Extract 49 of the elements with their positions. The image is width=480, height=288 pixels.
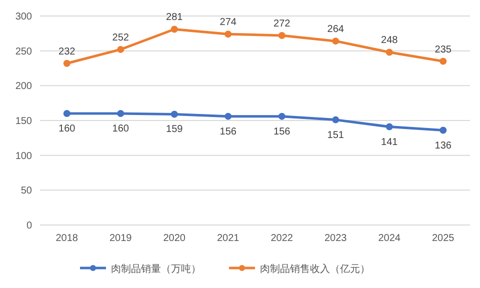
point bbox=[63, 60, 70, 67]
point bbox=[440, 126, 447, 134]
point bbox=[117, 46, 124, 53]
point bbox=[117, 110, 124, 118]
data-label: 274 bbox=[220, 17, 237, 28]
point bbox=[332, 116, 340, 124]
data-label: 160 bbox=[112, 124, 130, 135]
y-tick-label: 50 bbox=[20, 186, 32, 197]
x-tick-label: 2023 bbox=[324, 233, 348, 244]
point bbox=[224, 112, 232, 120]
point bbox=[278, 112, 286, 120]
data-label: 252 bbox=[112, 32, 130, 44]
x-tick-label: 2020 bbox=[163, 233, 186, 244]
data-label: 156 bbox=[274, 126, 291, 138]
point bbox=[386, 123, 393, 130]
point bbox=[224, 30, 232, 38]
x-tick-label: 2019 bbox=[110, 233, 132, 244]
point bbox=[440, 58, 447, 65]
point bbox=[386, 48, 393, 56]
data-label: 235 bbox=[434, 44, 452, 56]
y-tick-label: 100 bbox=[15, 150, 32, 162]
legend-label: 肉制品销量（万吨） bbox=[111, 263, 201, 275]
data-label: 160 bbox=[58, 124, 76, 135]
x-tick-label: 2021 bbox=[217, 233, 240, 244]
x-tick-label: 2018 bbox=[56, 233, 78, 244]
y-tick-label: 150 bbox=[15, 116, 32, 127]
data-label: 141 bbox=[381, 136, 398, 148]
data-label: 264 bbox=[327, 24, 344, 36]
y-tick-label: 250 bbox=[15, 46, 32, 58]
x-tick-label: 2024 bbox=[378, 233, 401, 244]
data-label: 272 bbox=[274, 18, 291, 30]
x-tick-label: 2022 bbox=[270, 233, 294, 244]
data-label: 136 bbox=[434, 140, 452, 152]
y-tick-label: 0 bbox=[26, 220, 32, 232]
point bbox=[278, 32, 286, 40]
data-label: 248 bbox=[381, 35, 398, 46]
legend-label: 肉制品销售收入（亿元） bbox=[260, 263, 370, 275]
point bbox=[332, 38, 340, 45]
y-tick-label: 300 bbox=[15, 12, 32, 22]
point bbox=[170, 26, 178, 33]
data-label: 151 bbox=[327, 130, 344, 141]
y-tick-label: 200 bbox=[15, 81, 32, 92]
point bbox=[63, 110, 70, 118]
point bbox=[170, 110, 178, 118]
data-label: 232 bbox=[58, 46, 76, 58]
data-label: 159 bbox=[166, 124, 184, 136]
x-tick-label: 2025 bbox=[432, 233, 455, 244]
data-label: 156 bbox=[220, 126, 237, 138]
data-label: 281 bbox=[166, 12, 184, 24]
